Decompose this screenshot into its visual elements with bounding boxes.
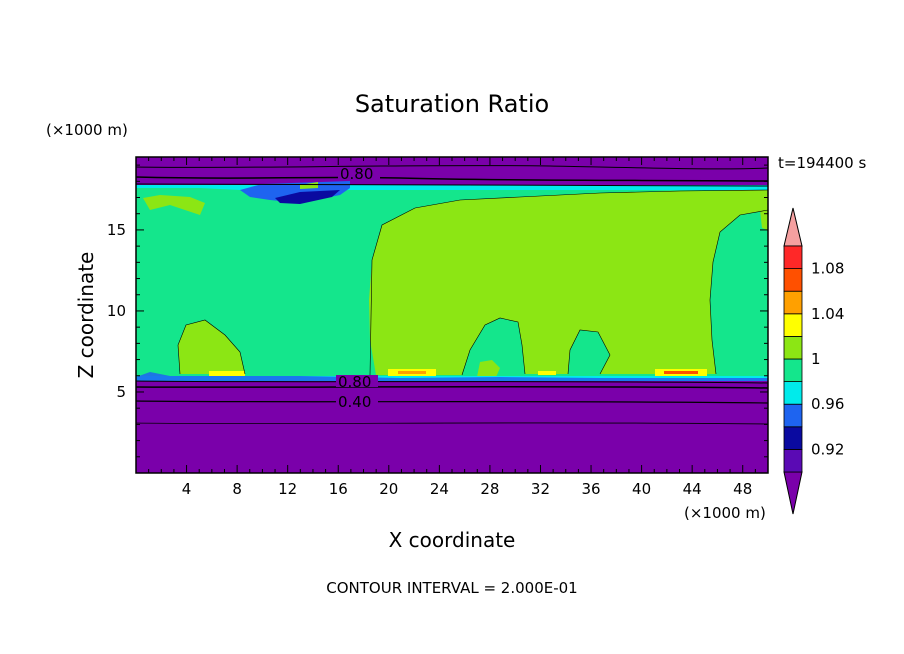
y-tick-label: 15 xyxy=(107,221,126,239)
contour-field: 0.80 0.80 0.40 xyxy=(135,157,769,473)
time-label: t=194400 s xyxy=(778,154,866,172)
yellow-patch-1 xyxy=(209,371,245,376)
x-tick-label: 8 xyxy=(232,480,242,498)
x-tick-label: 4 xyxy=(182,480,192,498)
x-tick-label: 24 xyxy=(430,480,449,498)
contour-label-080-upper: 0.80 xyxy=(340,165,373,183)
x-tick-label: 36 xyxy=(581,480,600,498)
yellow-patch-3 xyxy=(538,371,556,375)
x-tick-label: 28 xyxy=(480,480,499,498)
x-tick-label: 32 xyxy=(531,480,550,498)
colorbar-label: 1 xyxy=(811,350,821,368)
colorbar-bin xyxy=(783,335,803,360)
colorbar-bin xyxy=(783,245,803,270)
colorbar-bin xyxy=(783,403,803,428)
orange-patch-4 xyxy=(664,371,698,374)
x-tick-label: 20 xyxy=(379,480,398,498)
colorbar-label: 1.08 xyxy=(811,260,844,278)
x-axis: 4 8 12 16 20 24 28 32 36 40 44 48 xyxy=(148,157,756,498)
upper-left-green xyxy=(143,195,205,215)
upper-navy-patch xyxy=(275,190,340,204)
colorbar-label: 1.04 xyxy=(811,305,844,323)
main-green-region xyxy=(369,190,768,375)
upper-green-sliver xyxy=(300,182,318,189)
small-green-blob xyxy=(477,360,500,377)
colorbar-above-triangle xyxy=(783,207,803,247)
colorbar-label: 0.96 xyxy=(811,395,844,413)
colorbar-bin xyxy=(783,313,803,337)
colorbar-bin xyxy=(783,426,803,450)
chart-title: Saturation Ratio xyxy=(355,90,549,118)
y-unit-label: (×1000 m) xyxy=(46,121,128,139)
contour-label-040: 0.40 xyxy=(338,393,371,411)
contour-labels: 0.80 0.80 0.40 xyxy=(336,165,380,411)
colorbar-bin xyxy=(783,290,803,315)
colorbar: 1.08 1.04 1 0.96 0.92 xyxy=(783,207,844,515)
contour-interval-footer: CONTOUR INTERVAL = 2.000E-01 xyxy=(326,579,577,597)
x-tick-label: 44 xyxy=(683,480,702,498)
contour-label-080-lower: 0.80 xyxy=(338,373,371,391)
x-tick-label: 12 xyxy=(278,480,297,498)
y-tick-label: 5 xyxy=(116,383,126,401)
contour-lines xyxy=(135,165,769,425)
x-tick-label: 48 xyxy=(733,480,752,498)
colorbar-bin xyxy=(783,448,803,473)
x-unit-label: (×1000 m) xyxy=(684,504,766,522)
y-axis: 5 10 15 xyxy=(107,164,768,458)
colorbar-bin xyxy=(783,268,803,292)
x-tick-label: 40 xyxy=(632,480,651,498)
left-green-bump xyxy=(178,320,245,374)
x-axis-title: X coordinate xyxy=(389,528,516,552)
colorbar-label: 0.92 xyxy=(811,440,844,458)
colorbar-bin xyxy=(783,358,803,383)
orange-patch-2 xyxy=(398,371,426,374)
x-tick-label: 16 xyxy=(329,480,348,498)
colorbar-below-triangle xyxy=(783,471,803,515)
base-blue-band xyxy=(136,372,768,381)
y-tick-label: 10 xyxy=(107,302,126,320)
lower-dry-layer xyxy=(136,378,768,473)
y-axis-title: Z coordinate xyxy=(74,252,98,379)
colorbar-bin xyxy=(783,381,803,405)
